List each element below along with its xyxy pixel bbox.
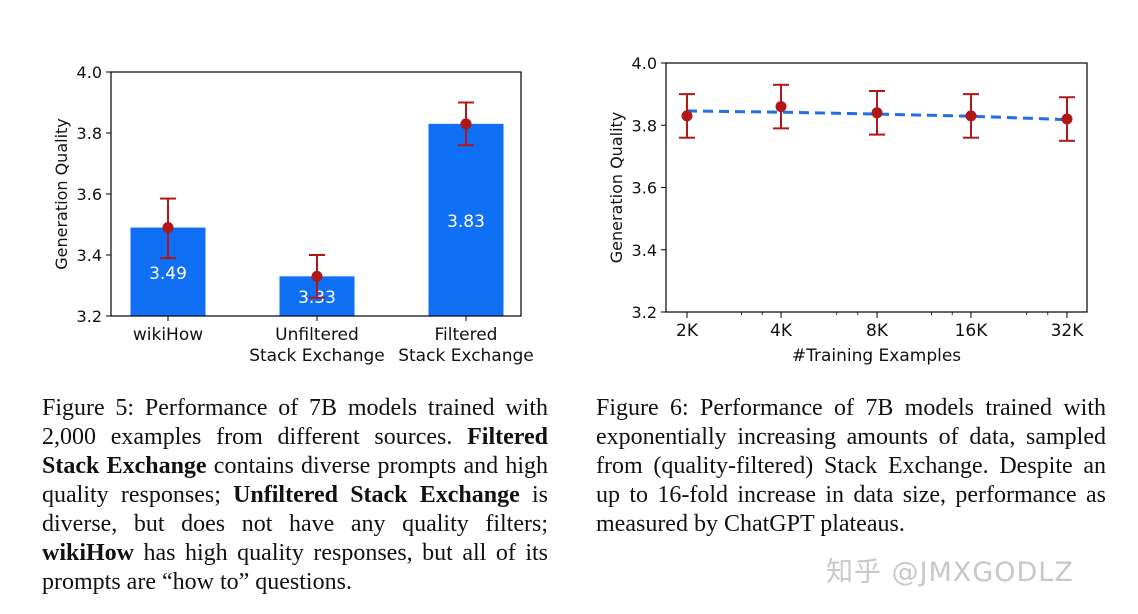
x-tick-label: 2K: [676, 321, 699, 341]
caption-text: contains diverse prompts and high qualit…: [42, 453, 548, 508]
y-tick-label: 3.4: [77, 246, 102, 265]
data-point: [871, 107, 883, 119]
figure-5-panel: 3.493.333.833.23.43.63.84.0wikiHowUnfilt…: [0, 0, 560, 614]
y-tick-label: 3.4: [632, 241, 657, 260]
x-tick-label: Stack Exchange: [249, 346, 385, 366]
x-tick-label: 8K: [866, 321, 889, 341]
x-tick-label: Filtered: [435, 325, 498, 345]
y-tick-label: 3.2: [632, 303, 657, 322]
y-tick-label: 3.2: [77, 307, 102, 326]
data-point: [681, 110, 693, 122]
caption-text: is diverse, but does not have any qualit…: [42, 482, 548, 537]
y-tick-label: 3.8: [77, 124, 102, 143]
mean-marker: [311, 270, 323, 282]
y-tick-label: 3.6: [632, 179, 657, 198]
bar: [428, 123, 504, 316]
caption-bold-term: Unfiltered Stack Exchange: [233, 482, 520, 508]
x-tick-label: 32K: [1051, 321, 1085, 341]
x-tick-label: Unfiltered: [275, 325, 359, 345]
bar-value-label: 3.49: [149, 264, 187, 284]
y-tick-label: 4.0: [632, 54, 657, 73]
figure-6-panel: 3.2 3.4 3.6 3.8 4.0 2K 4K 8K 16K 32K #Training Exa…: [570, 0, 1138, 614]
caption-bold-term: Filtered Stack Exchange: [42, 424, 548, 479]
y-tick-label: 3.6: [77, 185, 102, 204]
y-axis-label: Generation Quality: [607, 112, 626, 264]
x-axis-label: #Training Examples: [792, 346, 961, 366]
figure-5-caption: Figure 5: Performance of 7B models train…: [42, 394, 548, 597]
caption-text: has high quality responses, but all of i…: [42, 540, 548, 595]
data-point: [775, 101, 787, 113]
x-tick-label: Stack Exchange: [398, 346, 534, 366]
data-point: [965, 110, 977, 122]
figure-5-bar-chart: 3.493.333.833.23.43.63.84.0wikiHowUnfilt…: [52, 63, 534, 366]
y-tick-label: 4.0: [77, 63, 102, 82]
x-tick-label: 4K: [770, 321, 793, 341]
y-tick-label: 3.8: [632, 116, 657, 135]
data-point: [1061, 113, 1073, 125]
mean-marker: [162, 222, 174, 234]
x-tick-label: 16K: [955, 321, 989, 341]
watermark: 知乎 @JMXGODLZ: [826, 557, 1074, 588]
x-tick-label: wikiHow: [133, 325, 203, 345]
bar-value-label: 3.83: [447, 212, 485, 232]
y-axis-label: Generation Quality: [52, 118, 71, 270]
caption-bold-term: wikiHow: [42, 540, 135, 566]
figure-6-line-chart: 3.2 3.4 3.6 3.8 4.0 2K 4K 8K 16K 32K #Training Exa…: [607, 54, 1088, 366]
figure-6-caption: Figure 6: Performance of 7B models train…: [596, 395, 1106, 537]
caption-text: Figure 5: Performance of 7B models train…: [42, 395, 548, 450]
mean-marker: [460, 118, 472, 130]
